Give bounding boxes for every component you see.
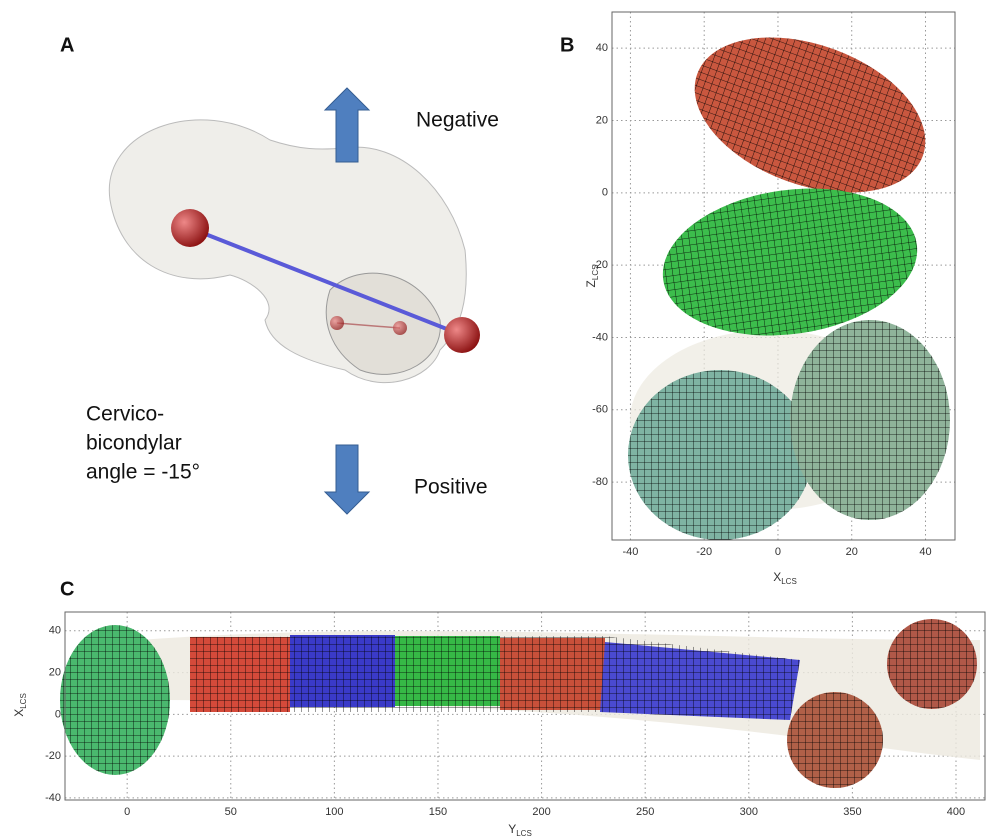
figure: A Negative Positive Cervico- bicondylar … [0, 0, 987, 840]
angle-text: Cervico- [86, 403, 164, 426]
y-tick-label: 40 [49, 625, 61, 637]
y-axis-label: ZLCS [584, 265, 600, 288]
y-tick-label: -20 [45, 750, 61, 762]
arrow-down [325, 445, 369, 514]
femur-render [109, 120, 480, 383]
x-tick-label: 300 [740, 806, 758, 818]
x-tick-label: 400 [947, 806, 965, 818]
positive-label: Positive [414, 476, 488, 499]
y-tick-label: -40 [592, 331, 608, 343]
y-tick-label: 0 [55, 708, 61, 720]
axis-label-main: X [773, 570, 781, 584]
axis-label-main: Z [584, 280, 598, 287]
panel-letter: C [60, 578, 74, 600]
x-tick-label: 250 [636, 806, 654, 818]
angle-text: bicondylar [86, 432, 182, 455]
x-axis-label: XLCS [773, 570, 797, 586]
y-tick-label: 40 [596, 42, 608, 54]
y-tick-label: -60 [592, 404, 608, 416]
x-tick-label: 50 [225, 806, 237, 818]
axis-label-sub: LCS [591, 265, 600, 281]
x-tick-label: 0 [775, 546, 781, 558]
x-tick-label: 350 [843, 806, 861, 818]
axis-label-main: Y [508, 822, 516, 836]
y-tick-label: -40 [45, 792, 61, 804]
x-tick-label: 100 [325, 806, 343, 818]
axis-label-main: X [12, 709, 26, 717]
negative-label: Negative [416, 109, 499, 132]
x-tick-label: 200 [532, 806, 550, 818]
x-tick-label: 20 [846, 546, 858, 558]
x-axis-label: YLCS [508, 822, 532, 838]
x-tick-label: -40 [622, 546, 638, 558]
y-tick-label: 20 [596, 114, 608, 126]
y-axis-label: XLCS [12, 693, 28, 717]
panel-letter: B [560, 34, 574, 56]
y-tick-label: -80 [592, 476, 608, 488]
x-tick-label: 0 [124, 806, 130, 818]
angle-text: angle = -15° [86, 461, 200, 484]
axis-label-sub: LCS [781, 577, 797, 586]
axis-label-sub: LCS [19, 693, 28, 709]
x-tick-label: -20 [696, 546, 712, 558]
y-tick-label: 20 [49, 666, 61, 678]
condyle-render [628, 8, 950, 540]
panel-letter: A [60, 34, 74, 56]
x-tick-label: 40 [919, 546, 931, 558]
axis-label-sub: LCS [516, 829, 532, 838]
x-tick-label: 150 [429, 806, 447, 818]
y-tick-label: 0 [602, 187, 608, 199]
femur-shaft-render [60, 619, 980, 788]
